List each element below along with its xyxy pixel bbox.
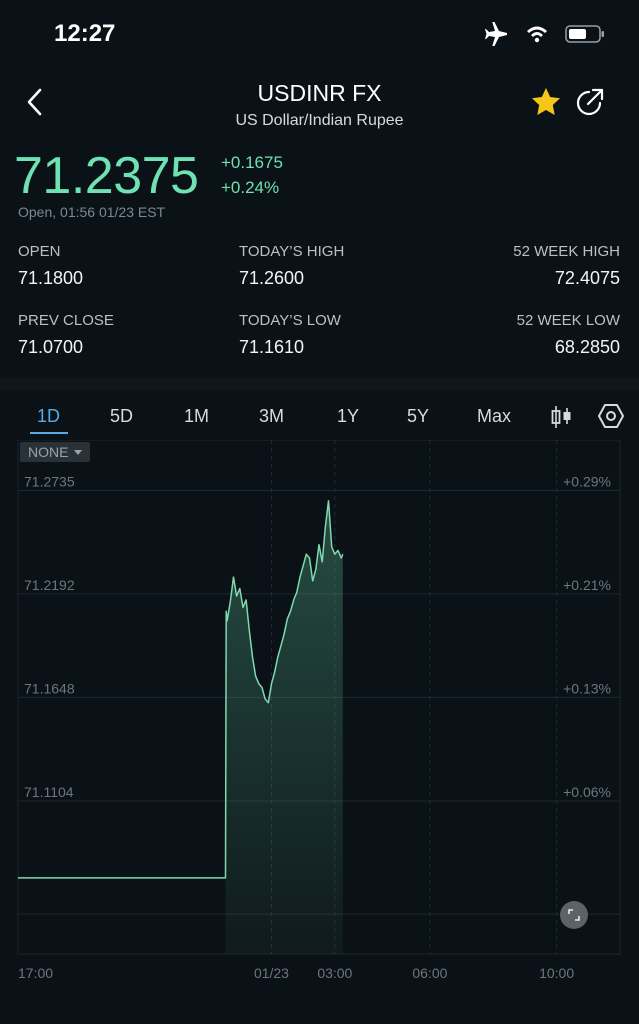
tab-3m[interactable]: 3M (259, 406, 285, 426)
indicator-select[interactable]: NONE (20, 442, 91, 462)
header: USDINR FX US Dollar/Indian Rupee (0, 70, 639, 140)
stat-todays-low: TODAY’S LOW 71.1610 (239, 312, 341, 358)
x-axis-label: 10:00 (539, 965, 574, 981)
y-axis-percent-label: +0.06% (563, 784, 611, 800)
tab-5y[interactable]: 5Y (407, 406, 430, 426)
candlestick-icon[interactable] (550, 404, 574, 430)
status-bar: 12:27 (0, 0, 639, 70)
wifi-icon (527, 26, 547, 43)
price-change-absolute: +0.1675 (221, 153, 283, 172)
x-axis-label: 01/23 (254, 965, 289, 981)
stat-value: 71.1610 (239, 337, 305, 357)
share-icon[interactable] (574, 86, 606, 118)
stat-label: PREV CLOSE (18, 312, 114, 329)
chevron-down-icon (74, 449, 83, 455)
x-axis-label: 03:00 (317, 965, 352, 981)
y-axis-label: 71.2192 (24, 577, 75, 593)
stat-prev-close: PREV CLOSE 71.0700 (18, 312, 114, 358)
price-change-percent: +0.24% (221, 178, 280, 197)
price-chart[interactable]: 71.2735 +0.29% 71.2192 +0.21% 71.1648 +0.13% 7… (0, 440, 639, 1000)
y-axis-percent-label: +0.21% (563, 577, 611, 593)
market-status-note: Open, 01:56 01/23 EST (18, 204, 166, 220)
page-subtitle: US Dollar/Indian Rupee (235, 112, 404, 129)
y-axis-label: 71.1648 (24, 680, 75, 696)
range-tabs: 1D 5D 1M 3M 1Y 5Y Max (0, 396, 639, 440)
chart-series-line (18, 500, 344, 879)
y-axis-percent-label: +0.29% (563, 473, 611, 489)
y-axis-label: 71.1104 (24, 784, 74, 800)
battery-icon (565, 25, 604, 43)
x-axis-label: 17:00 (18, 965, 53, 981)
stat-label: OPEN (18, 243, 61, 260)
stat-value: 72.4075 (554, 268, 620, 288)
stat-label: TODAY’S HIGH (239, 243, 345, 260)
stat-value: 68.2850 (554, 337, 620, 357)
stat-label: TODAY’S LOW (239, 312, 341, 329)
back-icon[interactable] (20, 84, 50, 120)
active-tab-indicator (30, 432, 68, 434)
chart-svg: 71.2735 +0.29% 71.2192 +0.21% 71.1648 +0.13% 7… (17, 440, 621, 981)
stat-52-week-low: 52 WEEK LOW 68.2850 (517, 312, 620, 358)
tab-1d[interactable]: 1D (37, 406, 61, 426)
settings-icon[interactable] (597, 402, 625, 430)
star-icon[interactable] (530, 86, 562, 118)
stat-value: 71.0700 (18, 337, 84, 357)
chart-area-fill (225, 500, 343, 954)
y-axis-percent-label: +0.13% (563, 680, 611, 696)
status-time: 12:27 (54, 20, 116, 47)
tab-1m[interactable]: 1M (184, 406, 210, 426)
status-icons (483, 22, 605, 46)
tab-max[interactable]: Max (477, 406, 512, 426)
y-axis-label: 71.2735 (24, 473, 75, 489)
section-divider (0, 378, 639, 390)
indicator-select-value: NONE (28, 444, 69, 460)
stat-label: 52 WEEK HIGH (513, 243, 620, 260)
stat-open: OPEN 71.1800 (18, 243, 83, 289)
stat-value: 71.2600 (239, 268, 305, 288)
x-axis-label: 06:00 (412, 965, 447, 981)
tab-1y[interactable]: 1Y (337, 406, 360, 426)
stat-label: 52 WEEK LOW (516, 312, 620, 329)
stat-value: 71.1800 (18, 268, 84, 288)
reset-zoom-icon (568, 909, 580, 921)
stat-52-week-high: 52 WEEK HIGH 72.4075 (513, 243, 620, 289)
airplane-icon (485, 22, 507, 46)
reset-zoom-button[interactable] (560, 901, 588, 929)
last-price: 71.2375 (14, 147, 199, 205)
page-title: USDINR FX (257, 80, 382, 106)
stat-todays-high: TODAY’S HIGH 71.2600 (239, 243, 344, 289)
tab-5d[interactable]: 5D (110, 406, 134, 426)
